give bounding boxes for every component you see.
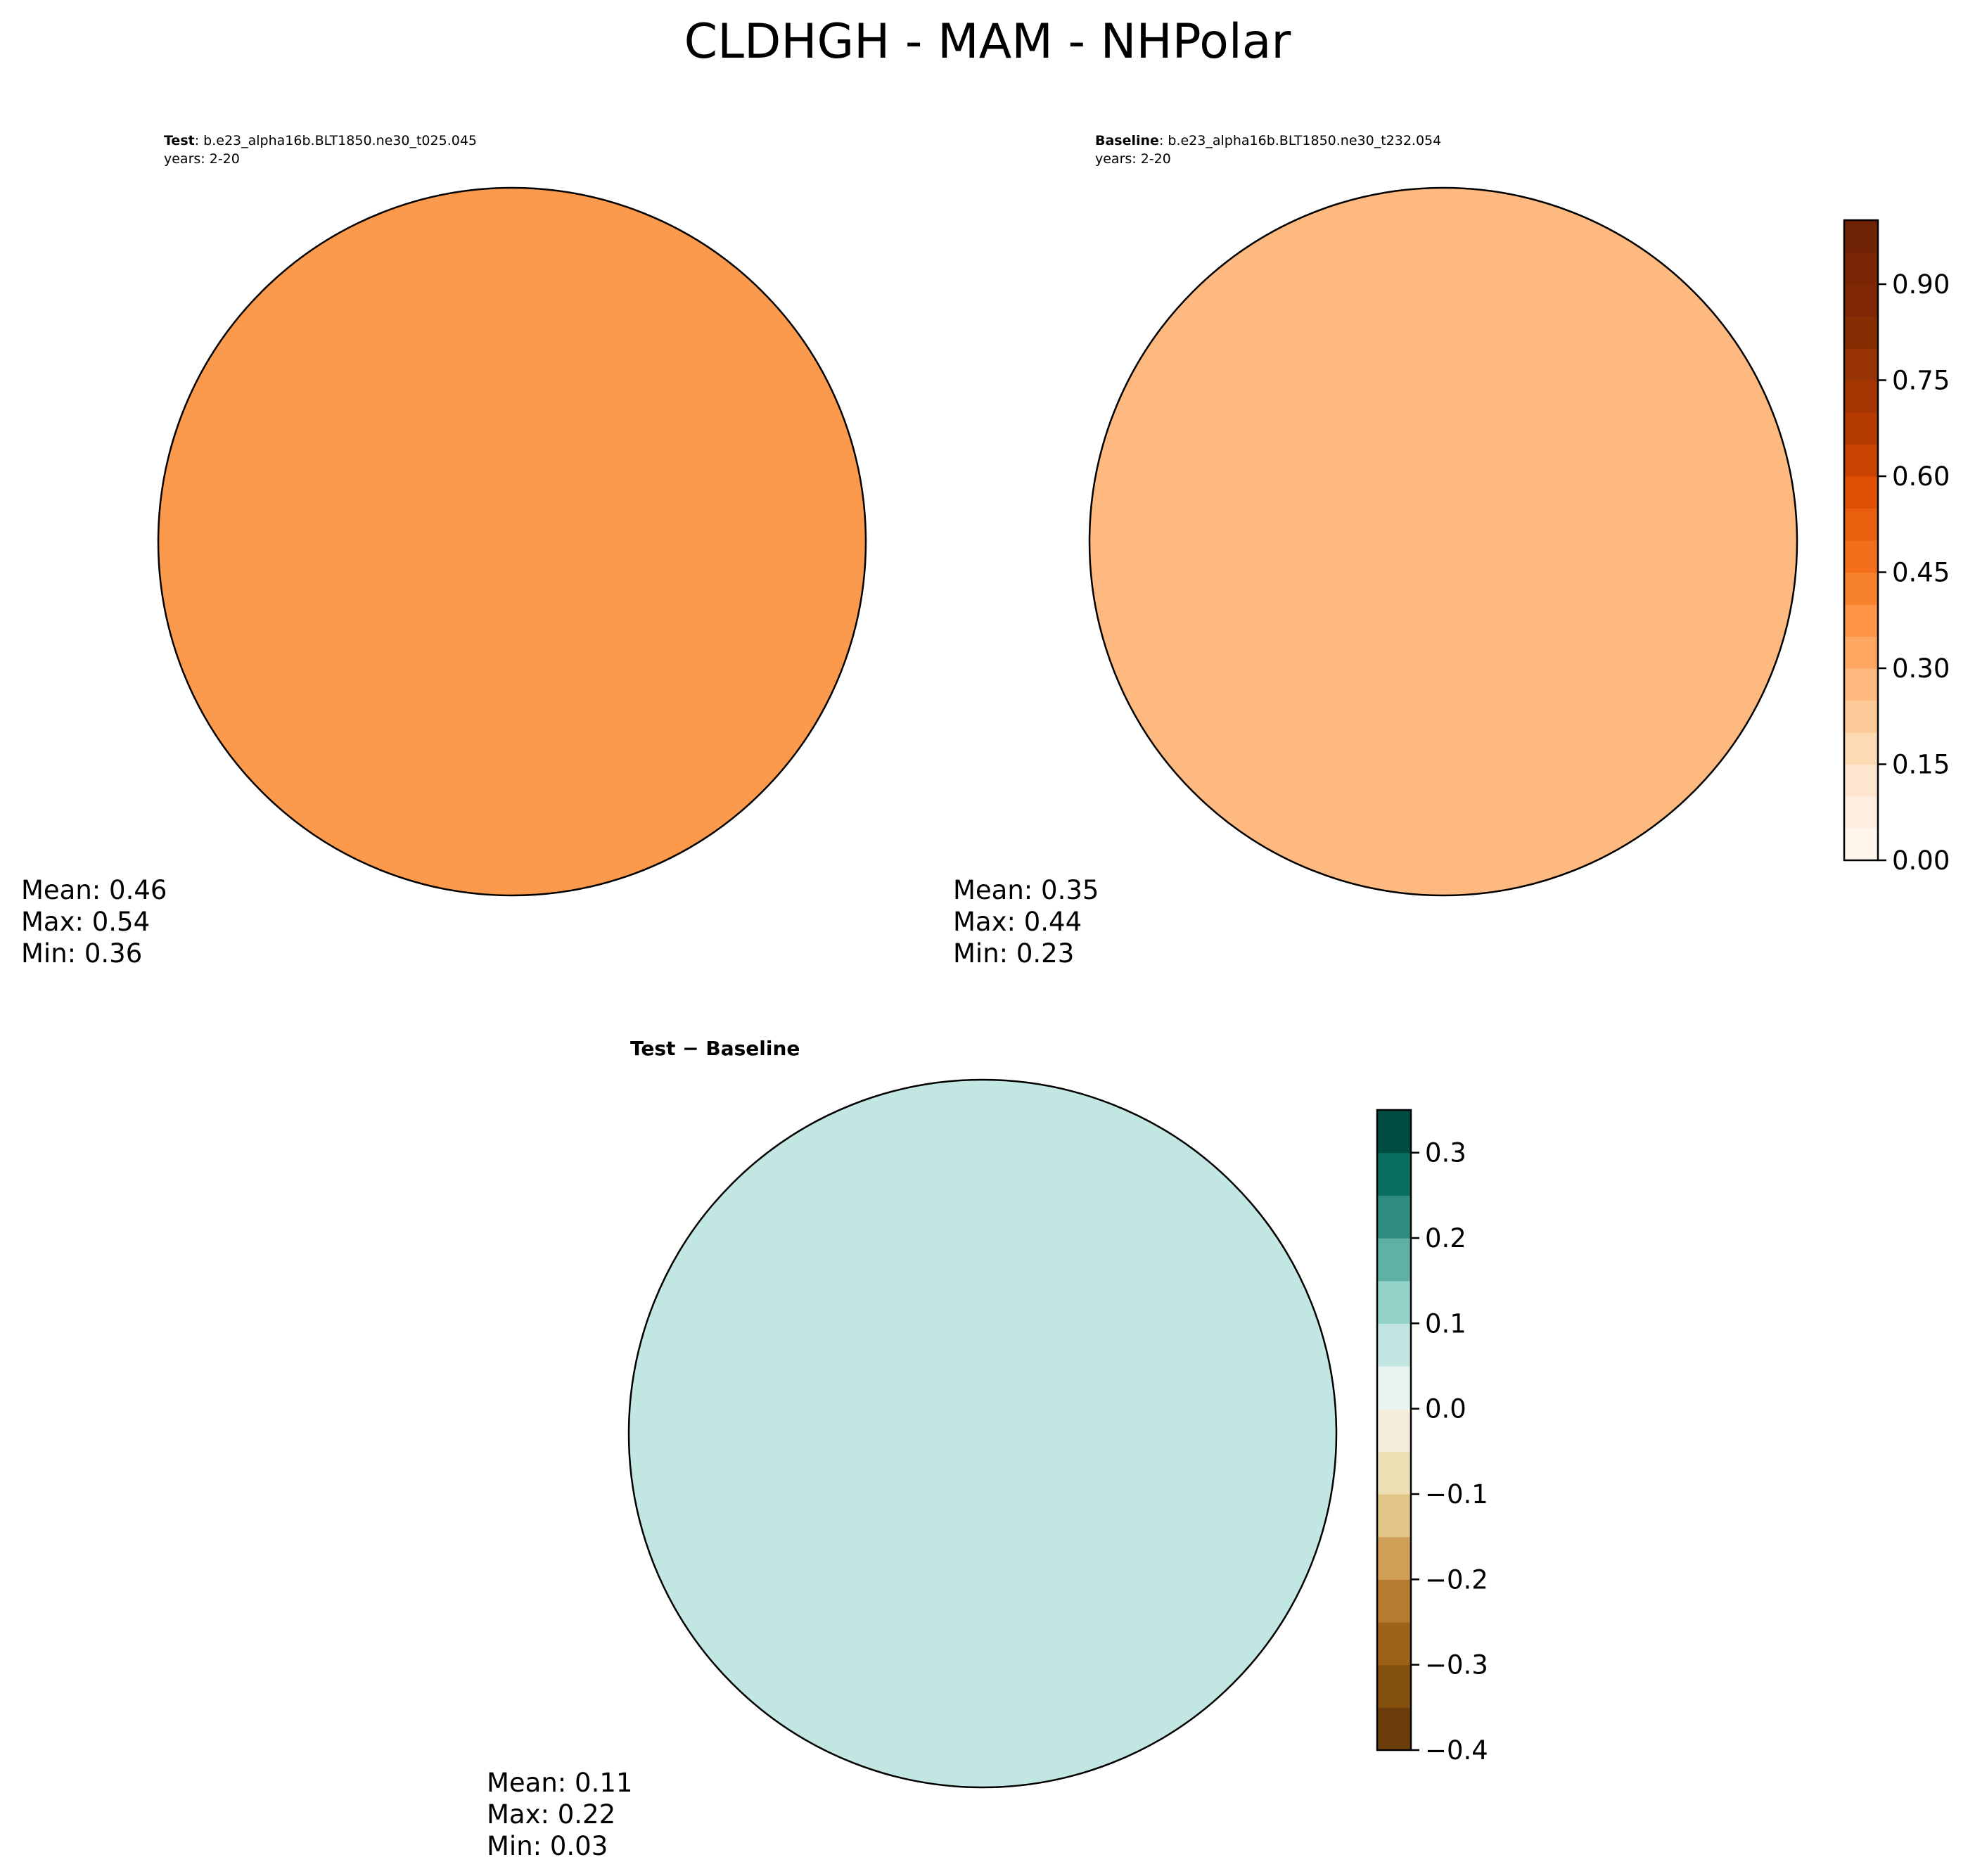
difference-colorbar-segment (1377, 1664, 1411, 1708)
difference-colorbar-segment (1377, 1280, 1411, 1324)
difference-colorbar-frame (1376, 1109, 1412, 1751)
field-colorbar-segment (1844, 700, 1878, 733)
difference-colorbar-segment (1377, 1707, 1411, 1751)
baseline-map-disc (1089, 188, 1797, 895)
field-colorbar-tick-label: 0.30 (1892, 653, 1950, 684)
field-colorbar-segment (1844, 732, 1878, 765)
test-max: Max: 0.54 (21, 907, 151, 937)
field-colorbar-segment (1844, 476, 1878, 509)
field-colorbar-segment (1844, 508, 1878, 541)
baseline-case-name: : b.e23_alpha16b.BLT1850.ne30_t232.054 (1158, 133, 1442, 148)
difference-colorbar-segment (1377, 1451, 1411, 1495)
field-colorbar-segment (1844, 828, 1878, 861)
field-colorbar-frame (1843, 219, 1879, 862)
figure-title: CLDHGH - MAM - NHPolar (684, 14, 1291, 70)
difference-colorbar-segment (1377, 1408, 1411, 1452)
difference-colorbar: −0.4 −0.3 −0.2 −0.1 0.0 0.1 0.2 0.3 (1376, 1109, 1488, 1766)
test-case-name: : b.e23_alpha16b.BLT1850.ne30_t025.045 (194, 133, 478, 148)
baseline-min: Min: 0.23 (953, 938, 1075, 969)
difference-colorbar-segment (1377, 1494, 1411, 1538)
baseline-mean: Mean: 0.35 (953, 875, 1099, 905)
test-map-disc (158, 188, 866, 895)
difference-colorbar-segment (1377, 1366, 1411, 1410)
field-colorbar-tick-label: 0.45 (1892, 558, 1950, 588)
field-colorbar-segment (1844, 284, 1878, 317)
test-stats: Mean: 0.46 Max: 0.54 Min: 0.36 (21, 874, 167, 969)
field-colorbar-segment (1844, 764, 1878, 797)
field-colorbar-segment (1844, 604, 1878, 637)
field-colorbar-tick-label: 0.90 (1892, 269, 1950, 300)
test-panel-label: Test (164, 133, 195, 148)
difference-colorbar-segment (1377, 1579, 1411, 1623)
field-colorbar-segment (1844, 444, 1878, 477)
difference-colorbar-tick-label: 0.3 (1425, 1138, 1466, 1168)
difference-colorbar-tick-label: −0.3 (1425, 1650, 1488, 1680)
field-colorbar-segment (1844, 252, 1878, 285)
field-colorbar-segment (1844, 348, 1878, 381)
difference-max: Max: 0.22 (487, 1799, 616, 1830)
difference-colorbar-tick-label: 0.0 (1425, 1394, 1466, 1424)
difference-stats: Mean: 0.11 Max: 0.22 Min: 0.03 (487, 1767, 632, 1862)
difference-colorbar-segment (1377, 1238, 1411, 1282)
field-colorbar-tick-label: 0.00 (1892, 846, 1950, 876)
difference-map (627, 1078, 1338, 1789)
field-colorbar-segment (1844, 796, 1878, 829)
test-years: years: 2-20 (164, 151, 240, 167)
field-colorbar: 0.00 0.15 0.30 0.45 0.60 0.75 0.90 (1843, 219, 1950, 876)
difference-colorbar-segment (1377, 1323, 1411, 1367)
test-min: Min: 0.36 (21, 938, 143, 969)
test-map (157, 186, 867, 937)
baseline-panel-header: Baseline: b.e23_alpha16b.BLT1850.ne30_t2… (1095, 132, 1441, 168)
difference-colorbar-tick-label: −0.1 (1425, 1479, 1488, 1510)
difference-min: Min: 0.03 (487, 1831, 608, 1861)
field-colorbar-tick-label: 0.15 (1892, 750, 1950, 780)
difference-colorbar-segment (1377, 1622, 1411, 1666)
difference-colorbar-segment (1377, 1152, 1411, 1196)
baseline-years: years: 2-20 (1095, 151, 1171, 167)
difference-mean: Mean: 0.11 (487, 1768, 633, 1798)
difference-colorbar-tick-label: 0.2 (1425, 1223, 1466, 1253)
field-colorbar-segment (1844, 540, 1878, 573)
difference-colorbar-segment (1377, 1110, 1411, 1154)
test-map-boundary (157, 186, 867, 897)
difference-map-boundary (627, 1078, 1338, 1789)
difference-colorbar-tick-label: −0.2 (1425, 1564, 1488, 1595)
difference-colorbar-tick-label: −0.4 (1425, 1735, 1488, 1766)
test-mean: Mean: 0.46 (21, 875, 167, 905)
field-colorbar-segment (1844, 572, 1878, 605)
field-colorbar-segment (1844, 380, 1878, 413)
difference-map-disc (629, 1080, 1336, 1787)
test-panel-header: Test: b.e23_alpha16b.BLT1850.ne30_t025.0… (164, 132, 477, 168)
field-colorbar-tick-label: 0.75 (1892, 366, 1950, 396)
difference-colorbar-tick-label: 0.1 (1425, 1308, 1466, 1339)
field-colorbar-segment (1844, 316, 1878, 349)
field-colorbar-segment (1844, 636, 1878, 669)
difference-colorbar-segment (1377, 1536, 1411, 1580)
field-colorbar-segment (1844, 412, 1878, 445)
baseline-map-boundary (1088, 186, 1798, 897)
baseline-stats: Mean: 0.35 Max: 0.44 Min: 0.23 (953, 874, 1099, 969)
baseline-max: Max: 0.44 (953, 907, 1082, 937)
difference-panel-label: Test − Baseline (630, 1037, 800, 1060)
baseline-map (1088, 186, 1798, 897)
field-colorbar-segment (1844, 668, 1878, 701)
difference-colorbar-segment (1377, 1195, 1411, 1239)
baseline-panel-label: Baseline (1095, 133, 1159, 148)
field-colorbar-segment (1844, 220, 1878, 253)
field-colorbar-tick-label: 0.60 (1892, 461, 1950, 492)
